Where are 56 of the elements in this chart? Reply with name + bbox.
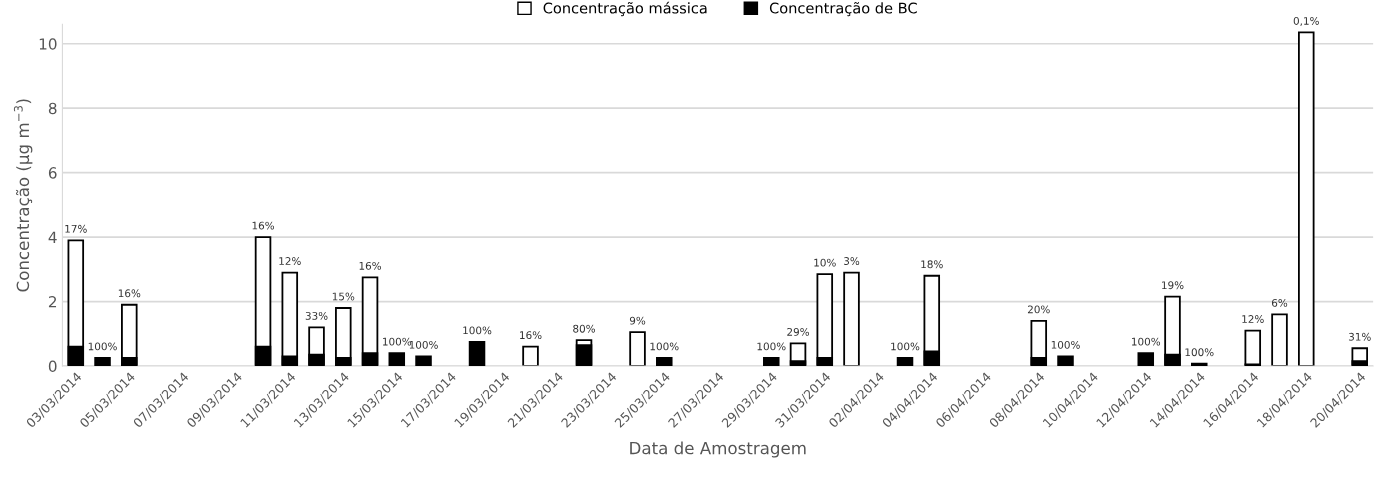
annotation: 3% <box>844 257 860 265</box>
annotation: 10% <box>814 258 836 267</box>
annotation: 16% <box>359 261 382 270</box>
bar <box>1297 31 1315 366</box>
bar <box>1271 313 1288 366</box>
bar <box>1190 362 1208 366</box>
y-axis-title: Concentração (µg m$^{−3}$) <box>13 99 33 292</box>
annotation: 18% <box>921 260 943 269</box>
annotation: 33% <box>305 311 328 320</box>
bar <box>763 357 780 366</box>
annotation: 100% <box>757 342 786 351</box>
annotation: 16% <box>520 331 542 340</box>
annotation: 19% <box>1162 281 1184 290</box>
annotation: 100% <box>463 326 492 335</box>
annotation: 100% <box>650 342 679 351</box>
bar <box>468 340 486 366</box>
annotation: 100% <box>1051 340 1080 349</box>
bar <box>415 355 432 366</box>
annotation: 100% <box>891 342 920 351</box>
y-tick-label: 4 <box>48 231 57 243</box>
legend-label: Concentração mássica <box>543 1 707 17</box>
annotation: 12% <box>279 257 301 265</box>
annotation: 100% <box>1132 337 1161 346</box>
annotation: 20% <box>1027 305 1050 314</box>
annotation: 29% <box>787 327 810 336</box>
annotation: 100% <box>409 340 438 349</box>
bar <box>843 271 860 366</box>
annotation: 100% <box>383 337 412 346</box>
bar <box>1244 329 1262 366</box>
annotation: 100% <box>1185 348 1214 357</box>
legend-label: Concentração de BC <box>769 2 917 17</box>
annotation: 17% <box>65 224 87 233</box>
annotation: 100% <box>88 342 117 351</box>
y-tick-label: 6 <box>48 167 57 179</box>
annotation: 80% <box>573 324 596 333</box>
annotation: 9% <box>629 316 646 325</box>
x-axis-title: Data de Amostragem <box>630 441 806 458</box>
bar <box>94 357 111 366</box>
bar <box>1057 355 1074 366</box>
annotation: 12% <box>1242 315 1264 323</box>
y-tick-label: 2 <box>48 296 57 308</box>
annotation: 31% <box>1348 332 1371 341</box>
bar <box>522 345 539 366</box>
bar <box>656 357 673 366</box>
y-tick-label: 0 <box>48 360 57 373</box>
y-tick-label: 10 <box>39 38 57 50</box>
annotation: 15% <box>332 292 355 301</box>
annotation: 0,1% <box>1293 17 1319 26</box>
bar <box>629 331 646 366</box>
bar <box>896 357 914 366</box>
y-tick-label: 8 <box>48 102 57 115</box>
annotation: 16% <box>252 221 275 230</box>
bar <box>1137 352 1155 366</box>
annotation: 6% <box>1271 298 1288 307</box>
bar <box>388 352 406 366</box>
annotation: 16% <box>118 289 141 298</box>
